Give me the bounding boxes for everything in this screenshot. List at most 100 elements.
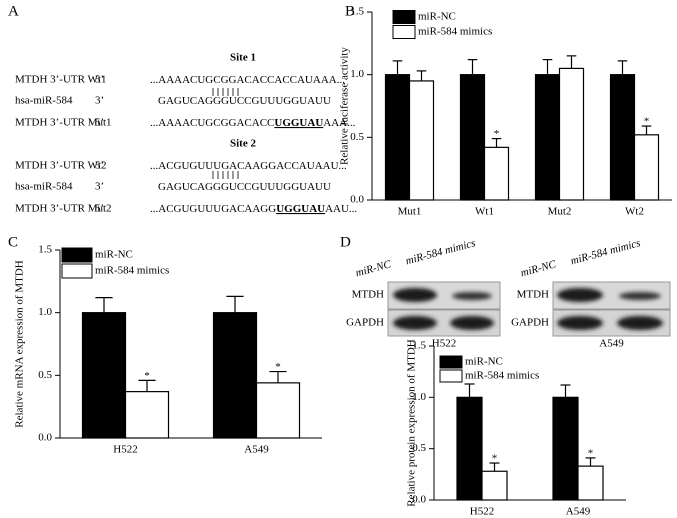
row-name: hsa-miR-584	[15, 95, 73, 107]
sequence: ...AAAACUGCGGACACCACCAUAAA...	[150, 74, 345, 86]
error-bar	[617, 60, 628, 75]
y-tick-label: 1.0	[350, 68, 364, 80]
cell-line-label: A549	[599, 338, 624, 350]
bar	[408, 80, 435, 201]
row-end: 5’	[95, 160, 104, 172]
error-bar	[95, 297, 113, 313]
sequence: ...AAAACUGCGGACACCUGGUAUAAA...	[150, 117, 356, 129]
panel-label: C	[8, 234, 18, 250]
bar	[483, 146, 510, 201]
y-tick-label: 0.5	[38, 369, 52, 381]
significance: *	[644, 116, 650, 128]
cell-line-label: H522	[432, 338, 456, 350]
x-tick-label: Wt1	[475, 206, 494, 218]
bar	[459, 74, 486, 201]
row-name: MTDH 3’-UTR Wt1	[15, 74, 106, 86]
legend-label: miR-NC	[95, 249, 133, 261]
x-tick-label: Mut2	[548, 206, 572, 218]
significance: *	[492, 453, 498, 465]
bar	[81, 312, 127, 439]
legend-swatch	[61, 263, 93, 279]
sequence-part: UGGUAU	[276, 203, 325, 215]
legend-label: miR-584 mimics	[465, 370, 539, 382]
error-bar	[585, 457, 596, 467]
pairing-marks	[212, 88, 239, 179]
panel-label: D	[340, 234, 351, 250]
sequence: GAGUCAGGGUCCGUUUGGUAUU	[158, 181, 331, 193]
x-tick-label: A549	[566, 506, 591, 518]
sequence-part: GAGUCAGGGUCCGUUUGGUAUU	[158, 181, 331, 193]
bar	[609, 74, 636, 201]
y-tick-label: 1.5	[38, 244, 52, 256]
y-tick-label: 0.5	[412, 442, 426, 454]
significance: *	[494, 128, 500, 140]
sequence-part: ...AAAACUGCGGACACCACCAUAAA...	[150, 74, 345, 86]
sequence-part: ...ACGUGUUUGACAAGG	[150, 203, 276, 215]
error-bar	[138, 379, 156, 392]
row-name: hsa-miR-584	[15, 181, 73, 193]
row-end: 3’	[95, 95, 104, 107]
x-tick-label: Mut1	[398, 206, 422, 218]
bar	[124, 391, 170, 439]
legend-swatch	[439, 355, 463, 369]
error-bar	[542, 59, 553, 75]
y-tick-label: 1.0	[38, 306, 52, 318]
bar	[212, 312, 258, 439]
significance: *	[275, 361, 281, 373]
sequence: ...ACGUGUUUGACAAGGUGGUAUAAU...	[150, 203, 357, 215]
error-bar	[269, 370, 287, 383]
error-bar	[416, 70, 427, 81]
panel-label: A	[8, 3, 19, 19]
bar	[384, 74, 411, 201]
blot-images	[387, 281, 671, 337]
error-bar	[560, 384, 571, 398]
row-end: 5’	[95, 117, 104, 129]
significance: *	[144, 370, 150, 382]
bar	[577, 465, 604, 501]
row-end: 5’	[95, 74, 104, 86]
y-axis-label: Relative mRNA expression of MTDH	[14, 260, 26, 427]
protein-label: GAPDH	[346, 317, 384, 329]
error-bar	[566, 55, 577, 69]
bar	[255, 382, 301, 439]
error-bar	[226, 295, 244, 313]
legend-swatch	[392, 10, 416, 24]
y-tick-label: 1.5	[350, 6, 364, 18]
y-tick-label: 1.5	[412, 340, 426, 352]
error-bar	[641, 125, 652, 135]
legend-label: miR-NC	[418, 11, 456, 23]
y-tick-label: 0.0	[412, 494, 426, 506]
protein-label: MTDH	[517, 289, 549, 301]
sequence-part: ...ACGUGUUUGACAAGGACCAUAAU...	[150, 160, 347, 172]
error-bar	[392, 60, 403, 75]
row-name: MTDH 3’-UTR Mut1	[15, 117, 112, 129]
row-name: MTDH 3’-UTR Wt2	[15, 160, 106, 172]
bar	[558, 67, 585, 201]
row-name: MTDH 3’-UTR Mut2	[15, 203, 112, 215]
y-tick-label: 0.0	[38, 432, 52, 444]
x-tick-label: H522	[470, 506, 494, 518]
sequence-part: AAU...	[325, 203, 357, 215]
error-bar	[491, 137, 502, 148]
row-end: 3’	[95, 181, 104, 193]
protein-label: MTDH	[352, 289, 384, 301]
lane-label: miR-584 mimics	[404, 237, 476, 267]
error-bar	[467, 59, 478, 75]
bar	[552, 396, 579, 501]
legend-swatch	[439, 369, 463, 383]
x-tick-label: H522	[113, 444, 137, 456]
significance: *	[588, 447, 594, 459]
legend-swatch	[392, 25, 416, 39]
legend-label: miR-584 mimics	[418, 26, 492, 38]
y-tick-label: 0.5	[350, 131, 364, 143]
panel-label: B	[345, 3, 355, 19]
sequence: GAGUCAGGGUCCGUUUGGUAUU	[158, 95, 331, 107]
sequence-part: GAGUCAGGGUCCGUUUGGUAUU	[158, 95, 331, 107]
site-title: Site 2	[230, 138, 256, 150]
legend-swatch	[61, 247, 93, 263]
lane-label: miR-NC	[519, 258, 558, 279]
y-tick-label: 1.0	[412, 391, 426, 403]
row-end: 5’	[95, 203, 104, 215]
bar	[481, 470, 508, 501]
